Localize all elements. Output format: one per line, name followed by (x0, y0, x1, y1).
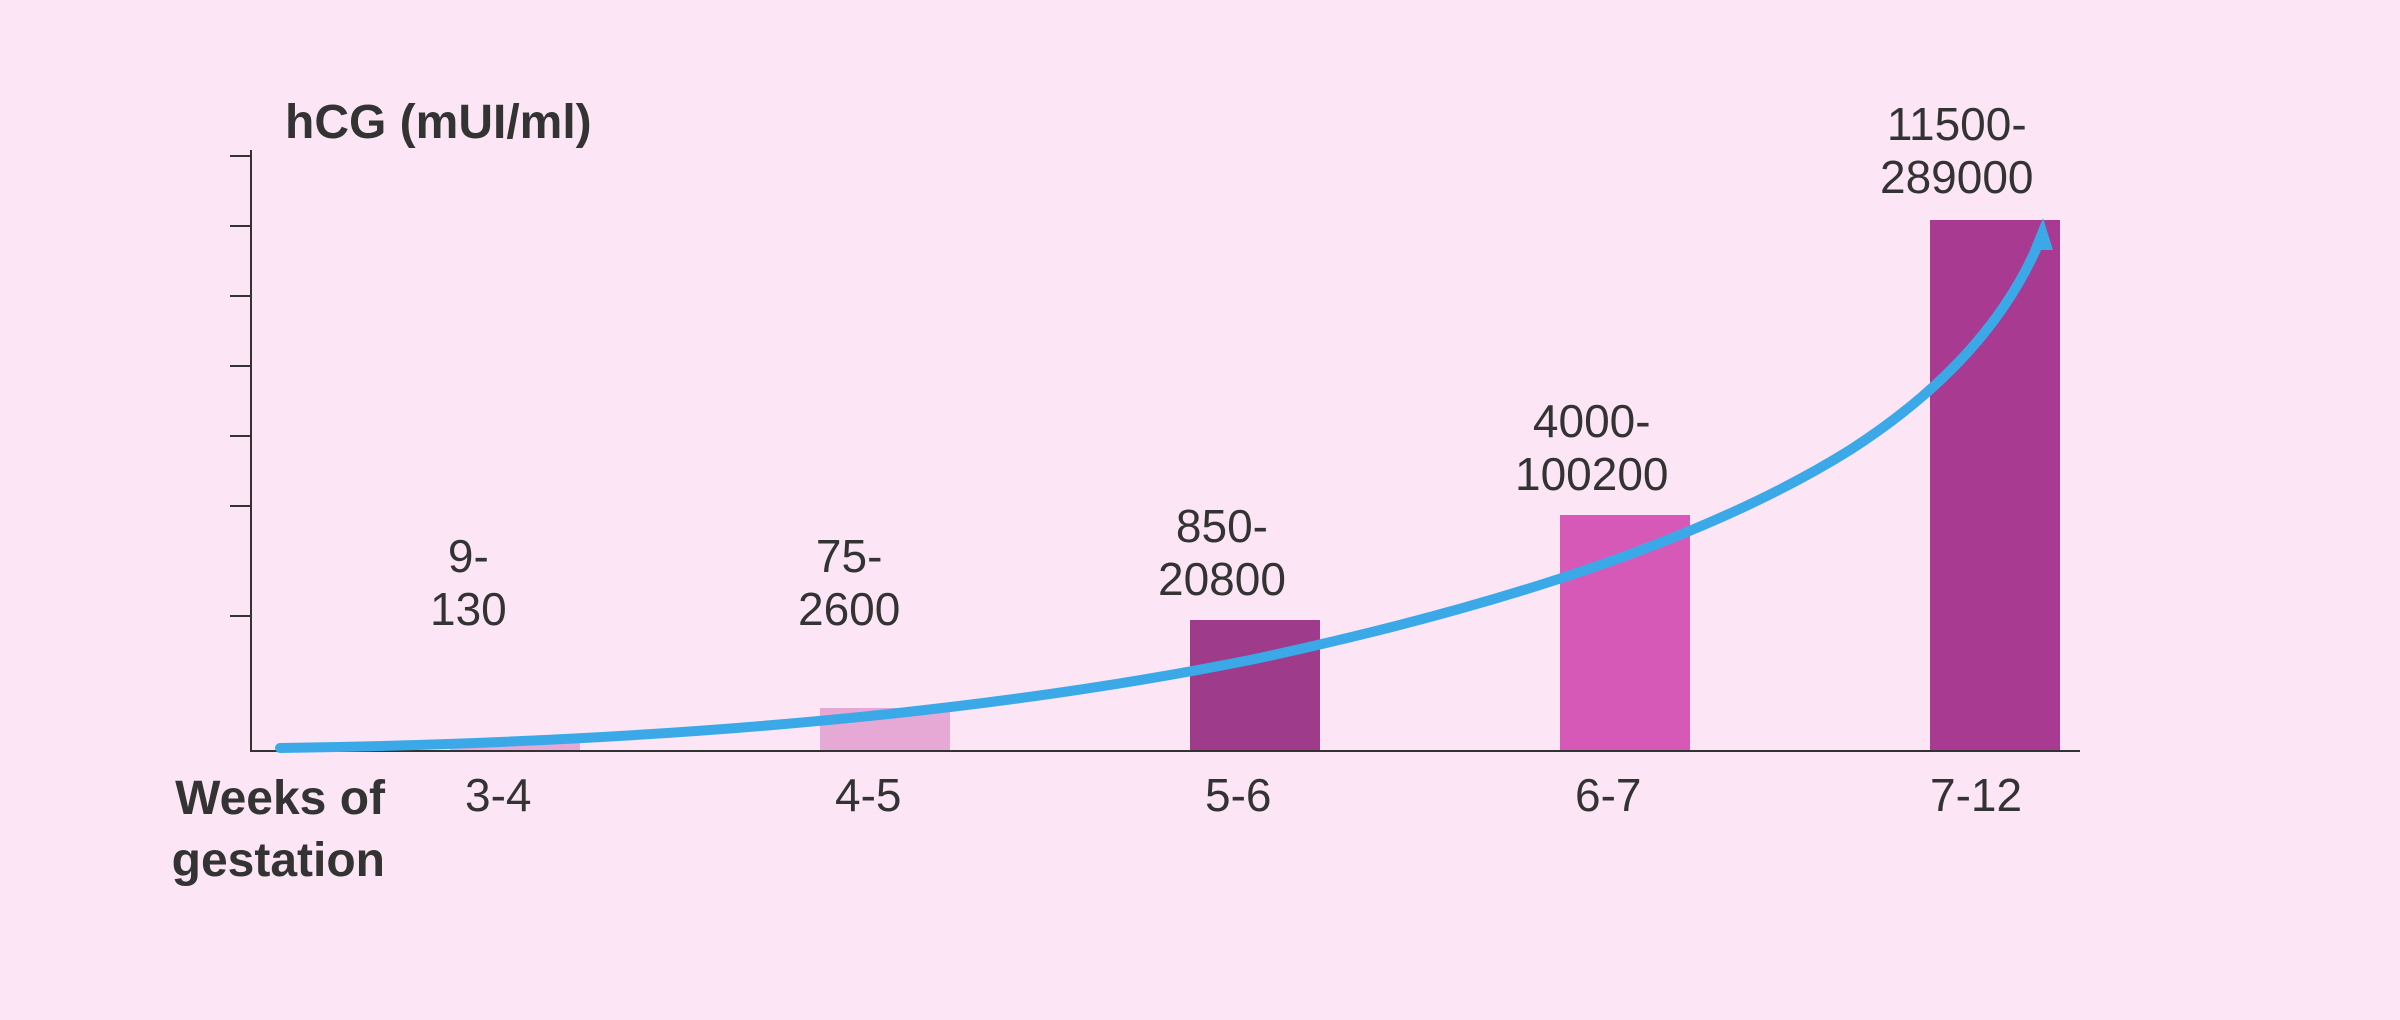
y-axis-line (250, 150, 252, 750)
x-tick-label: 7-12 (1930, 768, 2022, 822)
y-axis-title: hCG (mUI/ml) (285, 95, 592, 150)
chart-container: hCG (mUI/ml) 9- 1303-475- 26004-5850- 20… (250, 100, 2150, 830)
bar-value-label: 9- 130 (430, 530, 507, 636)
bar (820, 708, 950, 750)
x-tick-label: 4-5 (835, 768, 901, 822)
x-tick-label: 3-4 (465, 768, 531, 822)
y-tick (230, 295, 250, 297)
y-tick (230, 615, 250, 617)
y-tick (230, 365, 250, 367)
bar-value-label: 11500- 289000 (1880, 98, 2034, 204)
bar (1560, 515, 1690, 750)
bar (450, 742, 580, 750)
bar-value-label: 75- 2600 (798, 530, 900, 636)
y-tick (230, 155, 250, 157)
bar-value-label: 4000- 100200 (1515, 395, 1669, 501)
bar (1190, 620, 1320, 750)
bar-value-label: 850- 20800 (1158, 500, 1286, 606)
y-tick (230, 505, 250, 507)
bar (1930, 220, 2060, 750)
x-axis-title: Weeks of gestation (135, 768, 385, 893)
x-tick-label: 6-7 (1575, 768, 1641, 822)
y-tick (230, 225, 250, 227)
x-tick-label: 5-6 (1205, 768, 1271, 822)
y-tick (230, 435, 250, 437)
x-axis-line (250, 750, 2080, 752)
